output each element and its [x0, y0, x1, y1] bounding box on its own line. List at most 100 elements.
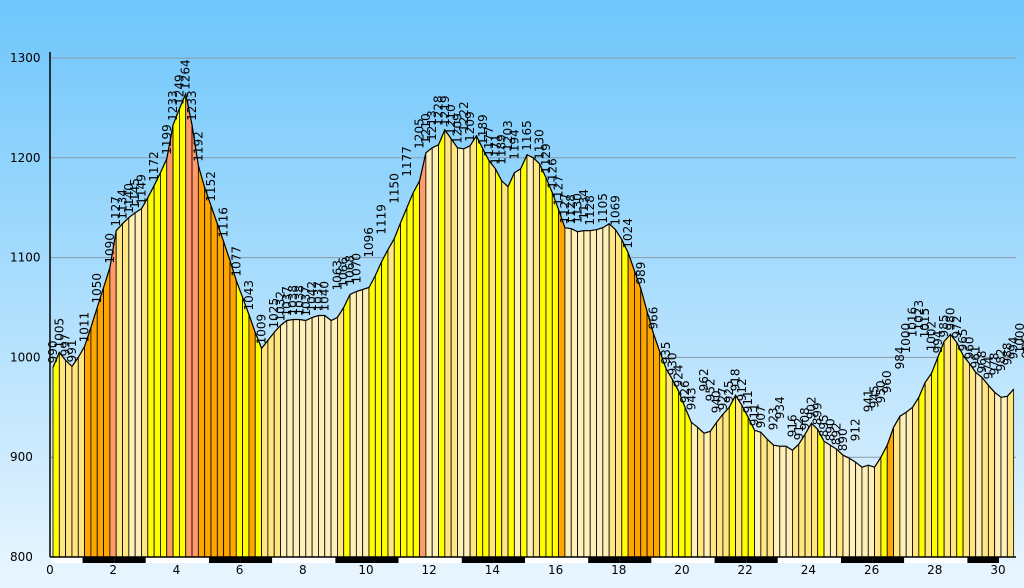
- elevation-segment: [823, 440, 831, 558]
- x-tick-label: 14: [485, 563, 500, 577]
- x-tick-label: 26: [864, 563, 879, 577]
- elevation-data-label: 1090: [103, 233, 117, 264]
- elevation-data-label: 1037: [311, 281, 325, 312]
- elevation-segment: [299, 319, 307, 558]
- elevation-data-label: 1128: [583, 195, 597, 226]
- elevation-data-label: 912: [735, 378, 749, 401]
- elevation-segment: [406, 192, 414, 558]
- elevation-segment: [122, 216, 130, 558]
- elevation-segment: [393, 222, 402, 558]
- elevation-data-label: 961: [969, 345, 983, 368]
- elevation-data-label: 908: [798, 407, 812, 430]
- elevation-data-label: 1233: [185, 90, 199, 121]
- elevation-data-label: 1209: [450, 113, 464, 144]
- distance-scale-segment: [683, 557, 715, 563]
- elevation-segment: [867, 464, 875, 558]
- elevation-data-label: 1077: [229, 246, 243, 277]
- elevation-segment: [886, 427, 894, 558]
- elevation-segment: [798, 432, 806, 558]
- elevation-segment: [678, 391, 686, 558]
- elevation-segment: [248, 314, 256, 558]
- elevation-segment: [804, 421, 812, 558]
- elevation-data-label: 1165: [520, 120, 534, 151]
- elevation-segment: [608, 222, 616, 558]
- elevation-data-label: 972: [950, 316, 964, 339]
- elevation-data-label: 1063: [330, 260, 344, 291]
- elevation-segment: [71, 356, 79, 558]
- elevation-data-label: 1040: [318, 281, 332, 312]
- elevation-data-label: 907: [754, 405, 768, 428]
- elevation-segment: [773, 444, 781, 558]
- elevation-data-label: 927: [716, 387, 730, 410]
- elevation-segment: [52, 352, 60, 558]
- elevation-data-label: 890: [823, 418, 837, 441]
- elevation-segment: [425, 146, 433, 558]
- elevation-segment: [305, 316, 313, 558]
- elevation-segment: [166, 124, 174, 558]
- elevation-segment: [469, 134, 477, 558]
- x-tick-label: 2: [109, 563, 117, 577]
- elevation-data-label: 1050: [90, 273, 104, 304]
- elevation-segment: [381, 249, 389, 558]
- elevation-outline: [52, 91, 1015, 468]
- elevation-data-label: 924: [672, 364, 686, 387]
- elevation-data-label: 1145: [128, 178, 142, 209]
- elevation-segment: [703, 430, 711, 558]
- elevation-data-label: 1149: [134, 174, 148, 205]
- distance-scale-segment: [935, 557, 968, 563]
- elevation-data-label: 997: [59, 333, 73, 356]
- elevation-segment: [722, 406, 730, 558]
- elevation-data-label: 952: [703, 378, 717, 401]
- elevation-segment: [513, 168, 522, 558]
- elevation-segment: [969, 362, 977, 558]
- x-tick-label: 30: [990, 563, 1005, 577]
- elevation-segment: [273, 324, 281, 558]
- elevation-segment: [292, 319, 300, 558]
- elevation-segment: [1000, 395, 1008, 558]
- elevation-data-label: 1222: [457, 101, 471, 132]
- elevation-segment: [931, 357, 939, 558]
- elevation-segment: [324, 314, 332, 558]
- elevation-data-label: 1177: [482, 126, 496, 157]
- elevation-data-label: 945: [868, 385, 882, 408]
- elevation-segment: [501, 179, 509, 558]
- elevation-segment: [1006, 388, 1015, 558]
- elevation-data-label: 1015: [918, 308, 932, 339]
- elevation-data-label: 991: [65, 339, 79, 362]
- elevation-segment: [987, 384, 996, 558]
- elevation-segment: [741, 405, 749, 558]
- elevation-segment: [602, 222, 610, 558]
- distance-scale-segment: [714, 557, 747, 563]
- elevation-data-label: 1177: [400, 146, 414, 177]
- elevation-segment: [494, 168, 503, 558]
- elevation-segment: [349, 290, 357, 558]
- elevation-segment: [235, 280, 244, 558]
- elevation-data-label: 994: [1007, 336, 1021, 359]
- elevation-segment: [374, 261, 383, 558]
- elevation-segment: [141, 196, 149, 558]
- distance-scale-segment: [145, 557, 178, 563]
- elevation-data-label: 1127: [558, 193, 572, 224]
- elevation-segment: [532, 156, 541, 558]
- x-tick-labels: 0 2 4 6 8 10 12 14 16 18 20 22 24 26 28 30: [46, 563, 1005, 577]
- elevation-segment: [596, 227, 604, 558]
- elevation-segment: [109, 230, 117, 558]
- elevation-data-label: 1032: [274, 291, 288, 322]
- elevation-segment: [899, 411, 907, 558]
- elevation-data-label: 1043: [242, 280, 256, 311]
- elevation-segment: [621, 239, 629, 558]
- x-tick-label: 4: [173, 563, 181, 577]
- elevation-data-label: 1126: [545, 158, 559, 189]
- elevation-segment: [147, 185, 155, 558]
- elevation-segment: [728, 395, 736, 558]
- elevation-data-label: 965: [956, 328, 970, 351]
- distance-scale-segment: [240, 557, 273, 563]
- elevation-segment: [551, 192, 559, 558]
- elevation-data-label: 988: [1000, 342, 1014, 365]
- elevation-data-label: 918: [729, 368, 743, 391]
- elevation-data-label: 934: [773, 396, 787, 419]
- elevation-segment: [615, 228, 623, 558]
- elevation-segment: [520, 154, 528, 558]
- elevation-data-label: 982: [994, 348, 1008, 371]
- elevation-segment: [570, 228, 578, 558]
